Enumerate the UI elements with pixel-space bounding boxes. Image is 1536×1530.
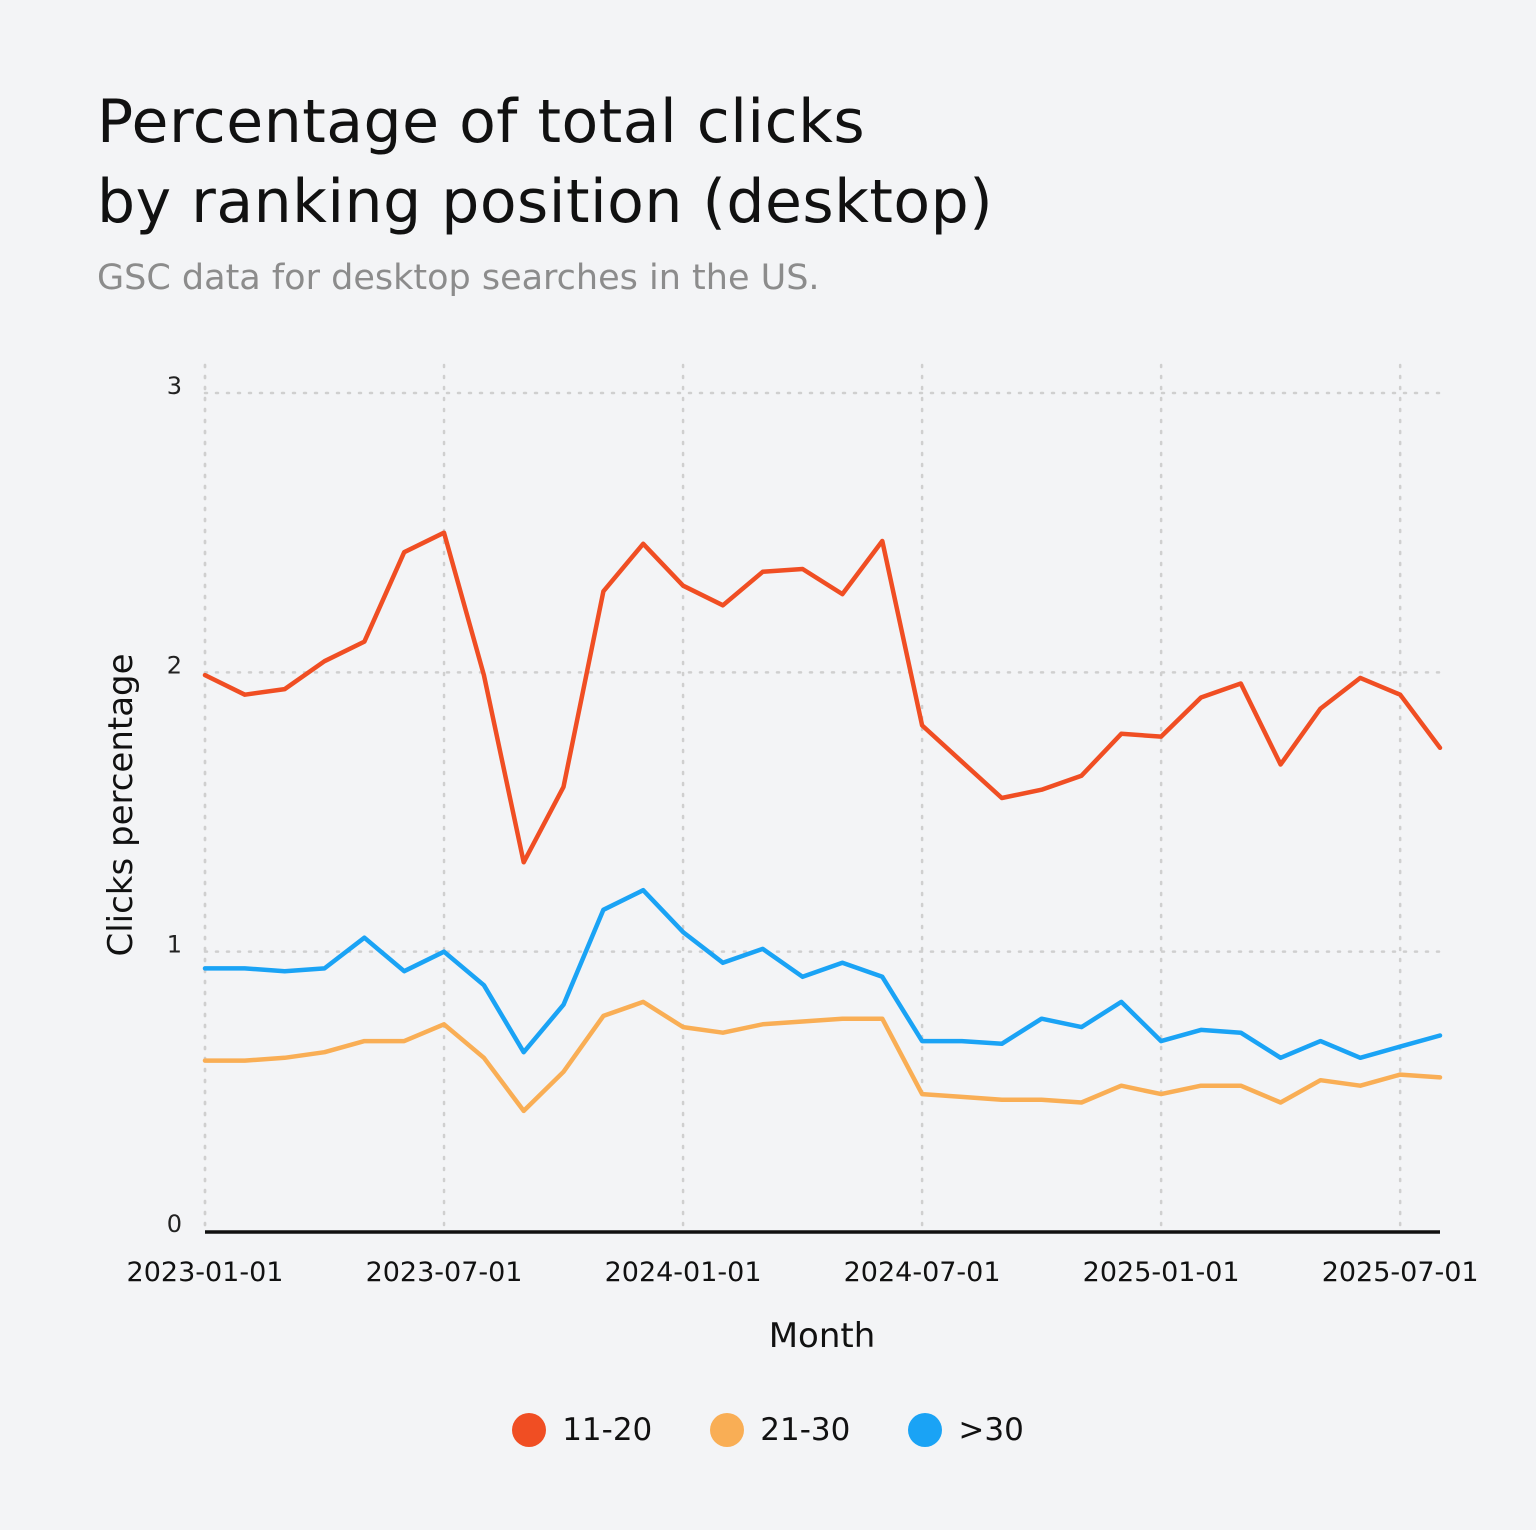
series-line-0 (202, 530, 1443, 865)
x-tick-label: 2025-01-01 (1083, 1257, 1240, 1288)
x-tick-label: 2023-07-01 (366, 1257, 523, 1288)
legend-item: 11-20 (512, 1412, 652, 1448)
legend-label: 21-30 (760, 1412, 851, 1448)
grid-lines (203, 363, 1442, 1233)
chart-title: Percentage of total clicks by ranking po… (97, 87, 994, 237)
legend-label: 11-20 (562, 1412, 653, 1448)
y-axis-label: Clicks percentage (101, 653, 141, 956)
x-tick-label: 2023-01-01 (127, 1257, 284, 1288)
y-tick-label: 1 (167, 931, 182, 959)
legend-label: >30 (958, 1412, 1024, 1448)
x-axis-label: Month (769, 1316, 876, 1356)
legend-item: 21-30 (710, 1412, 850, 1448)
legend-swatch (512, 1413, 547, 1447)
legend-item: >30 (908, 1412, 1024, 1448)
series-lines (202, 530, 1443, 1114)
x-tick-labels: 2023-01-01 2023-07-01 2024-01-01 2024-07-01… (127, 1257, 1479, 1288)
y-tick-label: 2 (167, 651, 182, 679)
series-line-1 (202, 999, 1443, 1114)
legend-swatch (710, 1413, 745, 1447)
x-tick-label: 2025-07-01 (1322, 1257, 1479, 1288)
line-chart: 0 1 2 3 2023-01-01 2023-07-01 2024-01-01 2024-… (101, 363, 1479, 1356)
y-tick-label: 0 (167, 1210, 182, 1238)
x-tick-label: 2024-07-01 (844, 1257, 1001, 1288)
chart-subtitle: GSC data for desktop searches in the US. (97, 258, 820, 298)
legend-swatch (908, 1413, 943, 1447)
legend: 11-20 21-30 >30 (0, 1412, 1536, 1448)
y-tick-label: 3 (167, 372, 182, 400)
x-tick-label: 2024-01-01 (605, 1257, 762, 1288)
y-tick-labels: 0 1 2 3 (167, 372, 182, 1238)
series-line-2 (202, 887, 1443, 1061)
